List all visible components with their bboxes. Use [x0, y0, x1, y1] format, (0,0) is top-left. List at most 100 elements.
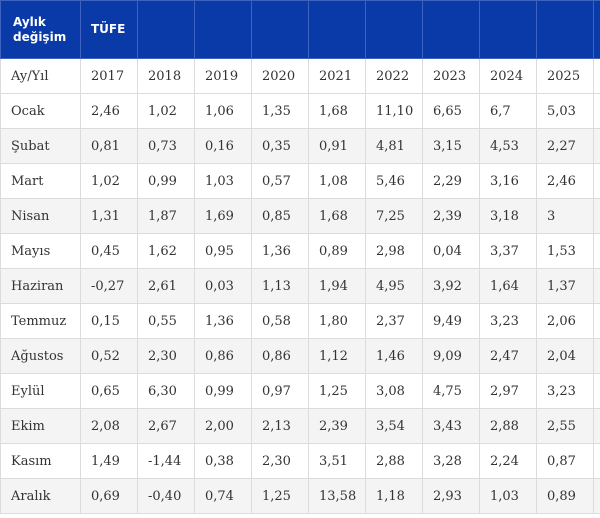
- header-blank-cell: [536, 0, 594, 59]
- edge-cell: [593, 338, 600, 374]
- year-cell: 2025: [536, 58, 594, 94]
- value-cell: 13,58: [308, 478, 366, 514]
- table-row: Mayıs 0,45 1,62 0,95 1,36 0,89 2,98 0,04 3,37 1,5…: [0, 233, 600, 269]
- value-cell: 4,95: [365, 268, 423, 304]
- value-cell: 2,30: [137, 338, 195, 374]
- value-cell: 1,25: [308, 373, 366, 409]
- month-label: Aralık: [0, 478, 81, 514]
- value-cell: 1,02: [137, 93, 195, 129]
- value-cell: 0,65: [80, 373, 138, 409]
- value-cell: 1,08: [308, 163, 366, 199]
- year-cell: 2018: [137, 58, 195, 94]
- value-cell: 2,24: [479, 443, 537, 479]
- value-cell: 0,45: [80, 233, 138, 269]
- table-row: Temmuz 0,15 0,55 1,36 0,58 1,80 2,37 9,49 3,23 2,…: [0, 303, 600, 339]
- value-cell: 0,99: [194, 373, 252, 409]
- value-cell: 2,37: [365, 303, 423, 339]
- value-cell: 5,46: [365, 163, 423, 199]
- value-cell: 0,55: [137, 303, 195, 339]
- value-cell: 5,03: [536, 93, 594, 129]
- value-cell: 3,23: [479, 303, 537, 339]
- year-cell: 2020: [251, 58, 309, 94]
- value-cell: 3,43: [422, 408, 480, 444]
- value-cell: 0,74: [194, 478, 252, 514]
- value-cell: 2,27: [536, 128, 594, 164]
- edge-cell: [593, 93, 600, 129]
- month-label: Temmuz: [0, 303, 81, 339]
- value-cell: 2,55: [536, 408, 594, 444]
- year-cell: 2024: [479, 58, 537, 94]
- header-blank-cell: [308, 0, 366, 59]
- value-cell: 2,93: [422, 478, 480, 514]
- table-row: Ağustos 0,52 2,30 0,86 0,86 1,12 1,46 9,09 2,47 2…: [0, 338, 600, 374]
- table-row: Şubat 0,81 0,73 0,16 0,35 0,91 4,81 3,15 4,53 2,2…: [0, 128, 600, 164]
- value-cell: 0,15: [80, 303, 138, 339]
- value-cell: 1,53: [536, 233, 594, 269]
- value-cell: 2,13: [251, 408, 309, 444]
- value-cell: 0,73: [137, 128, 195, 164]
- month-label: Nisan: [0, 198, 81, 234]
- month-label: Ekim: [0, 408, 81, 444]
- value-cell: 0,89: [308, 233, 366, 269]
- header-edge-cell: [593, 0, 600, 59]
- value-cell: 0,52: [80, 338, 138, 374]
- value-cell: 2,61: [137, 268, 195, 304]
- value-cell: 0,58: [251, 303, 309, 339]
- month-label: Mart: [0, 163, 81, 199]
- month-label: Mayıs: [0, 233, 81, 269]
- value-cell: 3: [536, 198, 594, 234]
- value-cell: 0,95: [194, 233, 252, 269]
- month-label: Şubat: [0, 128, 81, 164]
- value-cell: 1,69: [194, 198, 252, 234]
- value-cell: 1,31: [80, 198, 138, 234]
- edge-cell: [593, 408, 600, 444]
- value-cell: 0,81: [80, 128, 138, 164]
- value-cell: 3,08: [365, 373, 423, 409]
- value-cell: 1,37: [536, 268, 594, 304]
- value-cell: 2,97: [479, 373, 537, 409]
- edge-cell: [593, 268, 600, 304]
- value-cell: 3,15: [422, 128, 480, 164]
- year-cell: 2017: [80, 58, 138, 94]
- table-row: Mart 1,02 0,99 1,03 0,57 1,08 5,46 2,29 3,16 2,46: [0, 163, 600, 199]
- value-cell: 1,62: [137, 233, 195, 269]
- value-cell: 6,65: [422, 93, 480, 129]
- month-label: Kasım: [0, 443, 81, 479]
- value-cell: 3,16: [479, 163, 537, 199]
- value-cell: -0,40: [137, 478, 195, 514]
- value-cell: 1,25: [251, 478, 309, 514]
- value-cell: 1,94: [308, 268, 366, 304]
- value-cell: 2,46: [80, 93, 138, 129]
- header-blank-cell: [194, 0, 252, 59]
- value-cell: -0,27: [80, 268, 138, 304]
- edge-cell: [593, 198, 600, 234]
- year-cell: 2021: [308, 58, 366, 94]
- value-cell: 6,30: [137, 373, 195, 409]
- value-cell: 0,57: [251, 163, 309, 199]
- value-cell: 1,06: [194, 93, 252, 129]
- value-cell: -1,44: [137, 443, 195, 479]
- value-cell: 1,80: [308, 303, 366, 339]
- value-cell: 1,46: [365, 338, 423, 374]
- value-cell: 0,69: [80, 478, 138, 514]
- value-cell: 4,75: [422, 373, 480, 409]
- edge-cell: [593, 478, 600, 514]
- header-indicator-label: TÜFE: [80, 0, 138, 59]
- value-cell: 0,38: [194, 443, 252, 479]
- value-cell: 1,02: [80, 163, 138, 199]
- value-cell: 0,03: [194, 268, 252, 304]
- year-cell: 2022: [365, 58, 423, 94]
- value-cell: 0,35: [251, 128, 309, 164]
- value-cell: 1,87: [137, 198, 195, 234]
- value-cell: 1,49: [80, 443, 138, 479]
- value-cell: 7,25: [365, 198, 423, 234]
- table-header-row: Aylık değişim TÜFE: [0, 0, 600, 59]
- table-row: Ekim 2,08 2,67 2,00 2,13 2,39 3,54 3,43 2,88 2,55: [0, 408, 600, 444]
- value-cell: 1,36: [194, 303, 252, 339]
- value-cell: 9,09: [422, 338, 480, 374]
- value-cell: 0,87: [536, 443, 594, 479]
- value-cell: 2,08: [80, 408, 138, 444]
- edge-cell: [593, 373, 600, 409]
- header-blank-cell: [251, 0, 309, 59]
- value-cell: 0,16: [194, 128, 252, 164]
